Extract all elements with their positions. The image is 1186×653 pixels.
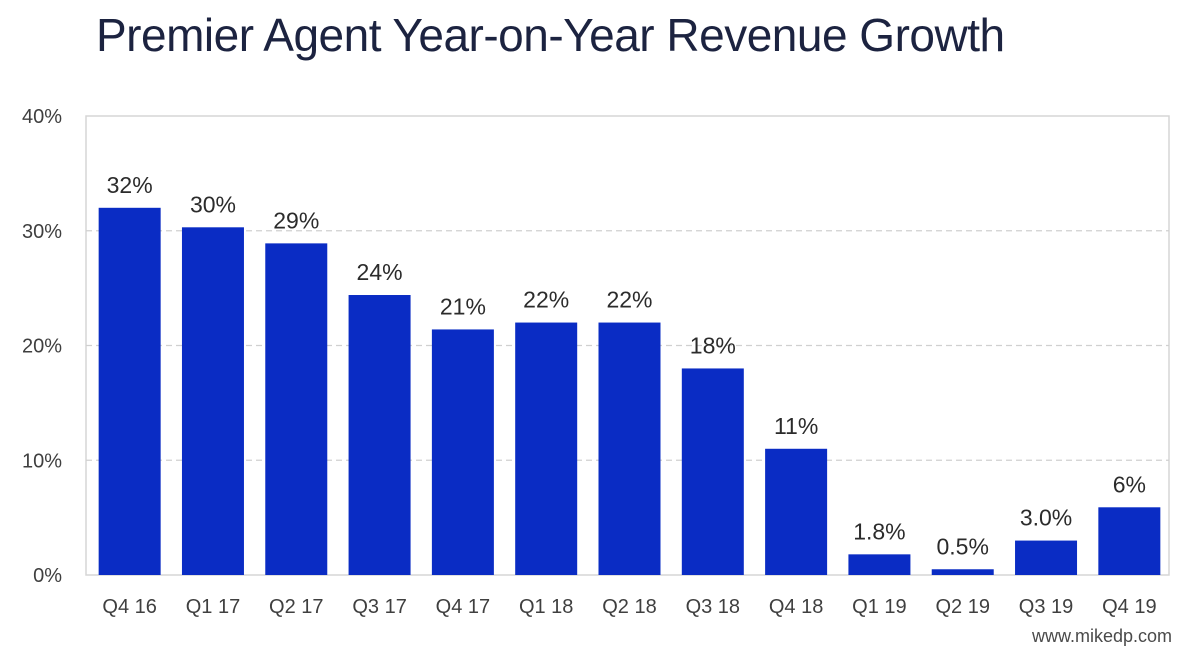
y-tick-label: 40% (22, 106, 62, 128)
x-tick-label: Q3 18 (686, 596, 740, 618)
x-tick-label: Q2 19 (935, 596, 989, 618)
y-axis-ticks: 0% 10% 20% 30% 40% (22, 106, 62, 587)
bar (181, 227, 244, 575)
y-tick-label: 30% (22, 221, 62, 243)
y-tick-label: 0% (33, 565, 62, 587)
x-tick-label: Q2 18 (602, 596, 656, 618)
x-tick-label: Q4 17 (436, 596, 490, 618)
bar (348, 295, 411, 575)
data-label: 21% (440, 293, 486, 319)
bar (265, 243, 328, 575)
x-tick-label: Q4 16 (102, 596, 156, 618)
x-tick-label: Q2 17 (269, 596, 323, 618)
bar (515, 322, 578, 575)
data-label: 22% (606, 287, 652, 313)
bar (765, 448, 828, 575)
data-labels: 32% 30% 29% 24% 21% 22% 22% 18% 11% 1.8% 0.5% 3.0% 6… (107, 172, 1146, 559)
x-tick-label: Q1 19 (852, 596, 906, 618)
x-tick-label: Q4 19 (1102, 596, 1156, 618)
data-label: 11% (774, 413, 818, 439)
data-label: 30% (190, 191, 236, 217)
bar (1015, 540, 1078, 575)
y-tick-label: 10% (22, 450, 62, 472)
bar (681, 368, 744, 575)
data-label: 3.0% (1020, 505, 1072, 531)
data-label: 24% (357, 259, 403, 285)
data-label: 1.8% (853, 518, 905, 544)
bar (931, 569, 994, 575)
bar (848, 554, 911, 575)
x-tick-label: Q1 17 (186, 596, 240, 618)
x-tick-label: Q3 17 (352, 596, 406, 618)
data-label: 6% (1113, 471, 1146, 497)
x-axis-ticks: Q4 16 Q1 17 Q2 17 Q3 17 Q4 17 Q1 18 Q2 18 Q3 18… (102, 596, 1156, 618)
bars (98, 207, 1161, 576)
data-label: 29% (273, 207, 319, 233)
bar (431, 329, 494, 575)
x-tick-label: Q4 18 (769, 596, 823, 618)
bar (598, 322, 661, 575)
data-label: 0.5% (937, 533, 989, 559)
chart-title: Premier Agent Year-on-Year Revenue Growt… (96, 9, 1005, 61)
x-tick-label: Q1 18 (519, 596, 573, 618)
x-tick-label: Q3 19 (1019, 596, 1073, 618)
data-label: 18% (690, 332, 736, 358)
data-label: 32% (107, 172, 153, 198)
data-label: 22% (523, 287, 569, 313)
watermark: www.mikedp.com (1031, 626, 1172, 646)
bar (1098, 507, 1161, 575)
bar (98, 207, 161, 576)
y-tick-label: 20% (22, 336, 62, 358)
